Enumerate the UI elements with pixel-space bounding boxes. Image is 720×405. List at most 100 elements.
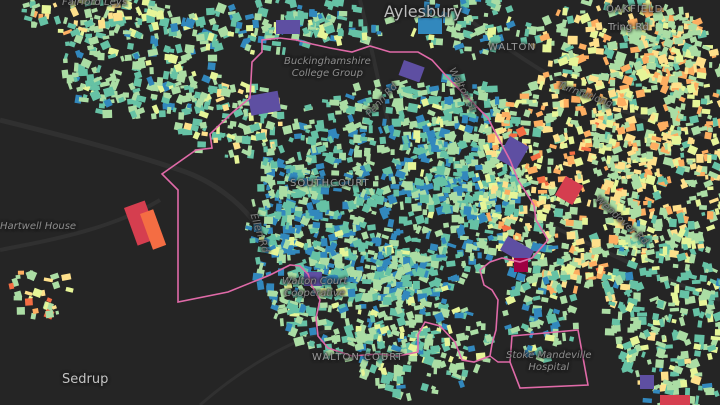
- building-footprint: [316, 30, 329, 40]
- building-footprint: [634, 369, 640, 378]
- building-footprint: [451, 306, 462, 315]
- building-footprint: [278, 171, 285, 177]
- building-footprint: [639, 267, 648, 277]
- building-footprint: [382, 296, 392, 306]
- building-footprint: [310, 250, 322, 262]
- building-footprint: [482, 48, 490, 56]
- building-footprint: [706, 114, 713, 120]
- building-footprint: [438, 143, 443, 149]
- building-footprint: [355, 325, 362, 333]
- building-footprint: [312, 240, 322, 248]
- large-building: [500, 235, 534, 265]
- building-footprint: [324, 153, 336, 165]
- building-footprint: [656, 168, 661, 178]
- building-footprint: [282, 124, 293, 135]
- building-footprint: [476, 148, 486, 159]
- building-footprint: [394, 169, 406, 180]
- building-footprint: [491, 216, 498, 224]
- building-footprint: [558, 316, 565, 322]
- building-footprint: [661, 334, 666, 340]
- building-footprint: [376, 144, 385, 153]
- building-footprint: [85, 33, 93, 38]
- building-footprint: [616, 133, 623, 141]
- building-footprint: [434, 229, 444, 238]
- building-footprint: [133, 71, 143, 79]
- building-footprint: [547, 60, 553, 67]
- building-footprint: [107, 53, 117, 60]
- building-footprint: [107, 12, 114, 20]
- building-footprint: [636, 0, 646, 5]
- building-footprint: [599, 143, 604, 148]
- building-footprint: [420, 310, 427, 315]
- building-footprint: [242, 109, 249, 117]
- building-footprint: [473, 126, 478, 132]
- building-footprint: [464, 124, 474, 134]
- building-footprint: [667, 143, 672, 152]
- building-footprint: [568, 56, 579, 67]
- building-footprint: [689, 247, 697, 257]
- building-footprint: [235, 135, 244, 143]
- building-footprint: [256, 280, 265, 291]
- building-footprint: [606, 49, 615, 60]
- building-footprint: [670, 281, 677, 287]
- building-footprint: [387, 91, 394, 99]
- building-footprint: [396, 316, 407, 327]
- building-footprint: [275, 209, 282, 218]
- building-footprint: [692, 99, 701, 108]
- building-footprint: [509, 288, 521, 298]
- building-footprint: [347, 301, 353, 307]
- building-footprint: [327, 135, 334, 144]
- building-footprint: [188, 75, 196, 85]
- building-footprint: [215, 11, 221, 18]
- building-footprint: [636, 249, 641, 254]
- building-footprint: [619, 42, 628, 49]
- building-footprint: [266, 203, 271, 208]
- building-footprint: [108, 30, 115, 36]
- building-footprint: [601, 250, 610, 257]
- building-footprint: [237, 99, 244, 110]
- building-footprint: [520, 166, 527, 176]
- building-footprint: [669, 249, 679, 259]
- hospital-boundary[interactable]: [509, 329, 589, 389]
- building-footprint: [166, 47, 175, 53]
- building-footprint: [371, 111, 379, 117]
- building-footprint: [255, 132, 267, 141]
- building-footprint: [481, 163, 493, 174]
- building-footprint: [575, 170, 580, 175]
- building-footprint: [85, 79, 95, 87]
- building-footprint: [397, 391, 401, 399]
- building-footprint: [453, 171, 463, 177]
- building-footprint: [148, 23, 154, 33]
- building-footprint: [546, 37, 553, 46]
- building-footprint: [188, 12, 196, 20]
- building-footprint: [592, 107, 598, 114]
- building-footprint: [580, 253, 584, 260]
- building-footprint: [347, 114, 355, 123]
- building-footprint: [415, 225, 422, 235]
- building-footprint: [63, 58, 68, 64]
- building-footprint: [67, 22, 77, 30]
- building-footprint: [372, 87, 381, 99]
- building-footprint: [707, 127, 713, 133]
- building-footprint: [152, 87, 157, 92]
- building-footprint: [384, 15, 396, 25]
- building-footprint: [398, 216, 408, 224]
- building-footprint: [227, 3, 236, 12]
- building-footprint: [629, 46, 640, 54]
- building-footprint: [395, 300, 403, 309]
- building-footprint: [396, 89, 404, 95]
- building-footprint: [173, 62, 183, 73]
- building-footprint: [57, 28, 64, 33]
- building-footprint: [328, 210, 335, 217]
- building-footprint: [129, 110, 138, 119]
- building-footprint: [122, 30, 132, 35]
- building-footprint: [506, 16, 512, 24]
- building-footprint: [603, 165, 609, 171]
- building-footprint: [518, 205, 524, 212]
- building-footprint: [440, 285, 449, 292]
- building-footprint: [218, 132, 225, 139]
- building-footprint: [562, 7, 568, 16]
- building-footprint: [458, 379, 465, 389]
